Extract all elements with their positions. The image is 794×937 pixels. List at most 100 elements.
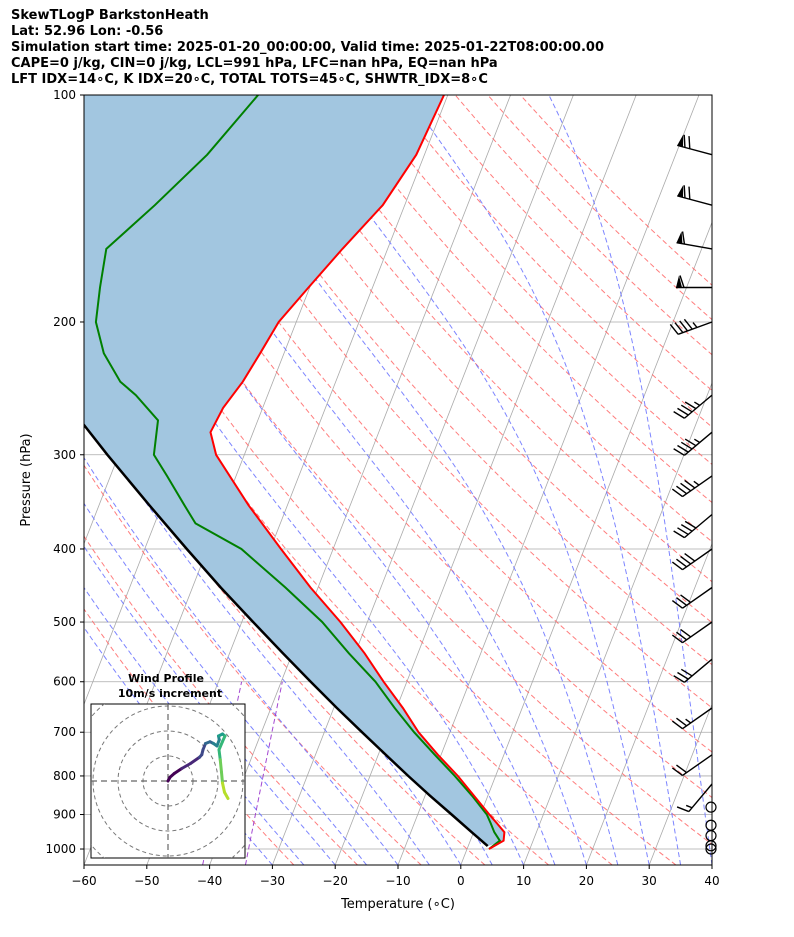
barb-shaft — [682, 475, 713, 498]
isotherm-line — [711, 863, 712, 865]
barb-shaft — [682, 586, 713, 609]
y-tick-label: 800 — [53, 769, 76, 783]
dry-adiabat — [324, 95, 712, 504]
isotherm-line — [586, 542, 712, 865]
barb-pennant — [677, 185, 684, 198]
wind-barb — [677, 185, 713, 206]
barb-full — [676, 597, 688, 606]
isotherm-line — [460, 221, 712, 865]
barb-full — [677, 527, 689, 536]
wind-barb — [673, 513, 713, 539]
barb-full — [673, 411, 685, 419]
y-tick-label: 300 — [53, 448, 76, 462]
moist-adiabat — [406, 95, 682, 865]
isotherm-line — [0, 95, 71, 865]
x-tick-label: 40 — [704, 874, 719, 888]
y-tick-label: 1000 — [45, 842, 76, 856]
dry-adiabat — [519, 95, 712, 286]
barb-shaft — [677, 144, 713, 156]
wind-barb — [671, 707, 713, 730]
x-tick-label: 10 — [516, 874, 531, 888]
moist-adiabat — [548, 95, 712, 865]
barb-full — [671, 488, 683, 498]
y-tick-label: 400 — [53, 542, 76, 556]
hodograph-trace — [223, 790, 230, 800]
chart-title: SkewTLogP BarkstonHeath — [11, 8, 209, 23]
x-axis-label: Temperature (∘C) — [340, 897, 455, 912]
barb-full — [680, 668, 693, 677]
mixing-ratio-line — [244, 681, 283, 865]
barb-full — [676, 717, 688, 727]
wind-barb — [676, 783, 713, 813]
dry-adiabat — [389, 95, 712, 428]
temperature-line — [209, 95, 506, 850]
dry-adiabat — [227, 95, 712, 624]
wind-barb — [677, 134, 713, 156]
y-axis-label: Pressure (hPa) — [19, 433, 34, 526]
x-tick-label: −60 — [71, 874, 96, 888]
moist-adiabat — [283, 95, 650, 865]
isotherm-line — [397, 95, 700, 865]
barb-full — [680, 404, 693, 413]
barb-half — [685, 804, 693, 809]
barb-shaft — [682, 621, 713, 644]
barb-half — [685, 718, 692, 724]
wind-barb — [676, 275, 712, 289]
isotherm-line — [648, 703, 712, 865]
barb-full — [684, 401, 697, 410]
y-tick-label: 200 — [53, 315, 76, 329]
calm-wind-circle — [705, 840, 717, 852]
wind-barb — [671, 754, 713, 777]
barb-full — [669, 323, 679, 335]
hodograph-trace — [180, 762, 192, 770]
time-line: Simulation start time: 2025-01-20_00:00:… — [11, 40, 604, 55]
isotherm-line — [272, 95, 574, 865]
x-tick-label: 0 — [457, 874, 465, 888]
barb-shaft — [688, 783, 713, 813]
barb-half — [692, 322, 698, 328]
barb-full — [684, 438, 697, 447]
dry-adiabat — [292, 95, 712, 543]
wind-barb — [676, 231, 713, 250]
barb-full — [680, 594, 692, 603]
calm-wind-circle — [705, 843, 717, 855]
parcel-line — [84, 422, 489, 848]
barb-pennant — [676, 231, 683, 244]
moist-adiabat — [121, 95, 587, 865]
location-line: Lat: 52.96 Lon: -0.56 — [11, 24, 164, 39]
barb-shaft — [683, 513, 713, 539]
barb-full — [688, 136, 691, 149]
profiles — [84, 95, 506, 850]
axes: −60 −50 −40 −30 −20 −10 0 10 20 30 40 1000 900 800 700… — [45, 88, 719, 888]
barb-full — [676, 631, 688, 641]
calm-wind-circle — [705, 819, 717, 831]
moist-adiabat — [84, 407, 430, 865]
barb-full — [680, 482, 692, 492]
cape-line: CAPE=0 j/kg, CIN=0 j/kg, LCL=991 hPa, LF… — [11, 56, 498, 71]
hodograph-ring — [117, 730, 219, 832]
moist-adiabat — [84, 545, 336, 865]
barb-full — [671, 767, 683, 777]
barb-full — [679, 275, 685, 288]
x-tick-label: 30 — [642, 874, 657, 888]
barb-half — [693, 480, 700, 486]
barb-full — [680, 523, 693, 532]
barb-full — [683, 134, 686, 148]
calm-wind-circle — [705, 830, 717, 842]
moist-adiabat — [84, 126, 556, 865]
plot-area — [0, 95, 717, 865]
barb-shaft — [683, 431, 713, 456]
x-tick-label: 20 — [579, 874, 594, 888]
y-tick-label: 600 — [53, 675, 76, 689]
barb-full — [677, 444, 689, 453]
hodograph-plot — [90, 703, 246, 859]
chart-header: SkewTLogP BarkstonHeath Lat: 52.96 Lon: … — [11, 8, 604, 88]
dry-adiabat — [129, 95, 712, 753]
y-tick-label: 700 — [53, 725, 76, 739]
dry-adiabat — [194, 95, 712, 666]
barb-pennant — [677, 134, 684, 147]
barb-full — [673, 530, 685, 539]
wind-barb — [671, 548, 713, 571]
hodograph-title: Wind Profile — [128, 672, 204, 685]
